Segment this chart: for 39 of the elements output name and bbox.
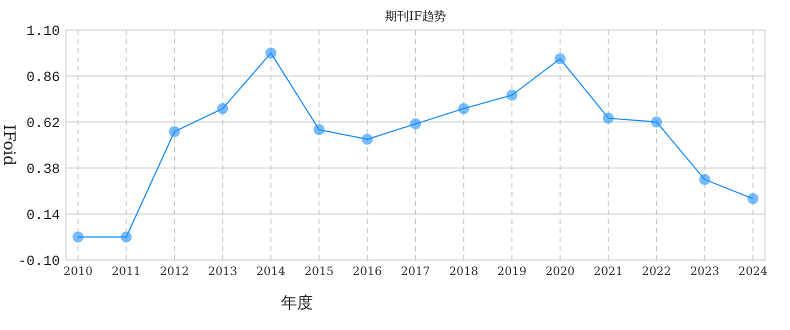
point <box>168 126 180 138</box>
x-axis-title: 年度 <box>281 293 313 312</box>
point <box>602 112 614 124</box>
x-tick-label: 2020 <box>545 264 575 278</box>
y-tick-label: 0.38 <box>26 162 60 178</box>
x-tick-label: 2013 <box>208 264 238 278</box>
point <box>314 124 325 136</box>
y-tick-label: 1.10 <box>26 24 60 40</box>
x-tick-label: 2016 <box>352 264 382 278</box>
x-tick-label: 2017 <box>400 264 430 278</box>
y-tick-label: 0.14 <box>26 208 60 224</box>
x-tick-label: 2015 <box>304 264 334 278</box>
point <box>651 116 662 128</box>
chart-title: 期刊IF趋势 <box>384 9 446 23</box>
point <box>458 103 470 114</box>
y-tick-label: 0.86 <box>26 70 60 86</box>
x-tick-label: 2018 <box>449 264 478 278</box>
point <box>506 90 518 101</box>
x-tick-label: 2011 <box>112 264 141 278</box>
x-tick-label: 2022 <box>642 264 672 278</box>
point <box>72 232 84 242</box>
point <box>554 53 566 64</box>
point <box>410 118 421 130</box>
x-tick-label: 2012 <box>160 264 190 278</box>
x-tick-label: 2010 <box>63 264 93 278</box>
x-tick-label: 2024 <box>738 264 768 278</box>
x-tick-label: 2021 <box>594 264 623 278</box>
point <box>362 134 373 145</box>
x-tick-label: 2023 <box>690 264 720 278</box>
point <box>747 193 758 204</box>
point <box>265 48 276 58</box>
point <box>217 103 228 114</box>
point <box>120 232 132 242</box>
y-axis-title: IFoid <box>0 124 19 166</box>
point <box>699 174 710 185</box>
y-tick-label: 0.62 <box>26 116 60 132</box>
y-tick-label: -0.10 <box>18 254 60 270</box>
x-tick-label: 2014 <box>256 264 286 278</box>
x-tick-label: 2019 <box>497 264 527 278</box>
